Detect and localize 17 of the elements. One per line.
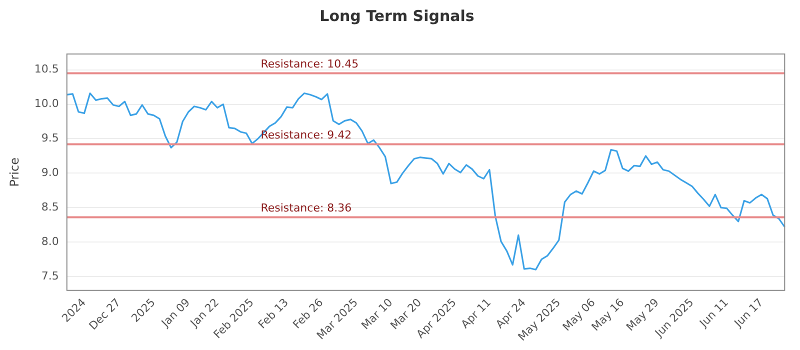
y-tick-label: 9.0 [41, 166, 59, 180]
x-tick-label: Feb 13 [256, 296, 291, 332]
y-tick-label: 9.5 [41, 132, 59, 145]
y-tick-label: 8.5 [41, 200, 59, 214]
y-tick-label: 8.0 [41, 234, 59, 248]
x-tick-label: Apr 11 [458, 296, 494, 331]
ref-line-label: Resistance: 10.45 [260, 58, 359, 71]
x-tick-label: Jun 17 [731, 296, 766, 330]
y-tick-label: 10.0 [34, 97, 59, 110]
chart-title: Long Term Signals [320, 6, 474, 25]
ref-line-label: Resistance: 8.36 [260, 202, 352, 215]
x-tick-label: Jun 11 [696, 296, 731, 330]
x-tick-label: Dec 27 [86, 296, 124, 333]
ref-line-label: Resistance: 9.42 [260, 128, 352, 142]
y-tick-label: 7.5 [41, 269, 59, 282]
y-tick-label: 10.5 [34, 62, 59, 76]
y-axis-title: Price [7, 158, 22, 187]
